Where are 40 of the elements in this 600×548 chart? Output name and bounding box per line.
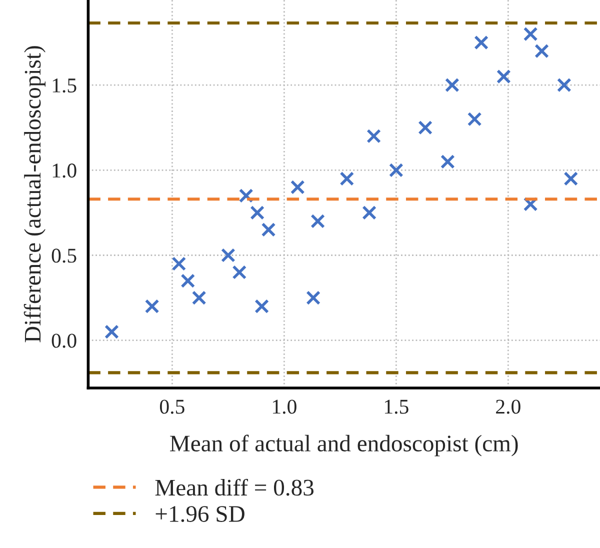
point: [238, 188, 254, 203]
y-tick-label: 0.5: [52, 248, 76, 263]
point: [388, 162, 404, 178]
point: [556, 78, 572, 92]
point: [180, 274, 196, 288]
point: [340, 171, 354, 186]
legend-label: +1.96 SD: [156, 506, 244, 522]
point: [104, 324, 119, 340]
x-axis-title: Mean of actual and endoscopist (cm): [170, 434, 518, 456]
point: [564, 171, 578, 186]
x-tick-label: 1.0: [272, 400, 296, 414]
point: [523, 26, 538, 42]
point: [144, 299, 160, 314]
point: [362, 206, 376, 220]
point: [418, 120, 432, 135]
point: [254, 299, 269, 314]
point: [232, 265, 247, 280]
legend-label: Mean diff = 0.83: [155, 478, 314, 496]
y-tick-label: 1.0: [52, 164, 76, 178]
point: [290, 180, 305, 194]
point: [440, 154, 455, 169]
point: [261, 222, 276, 237]
point: [172, 256, 186, 271]
point: [534, 44, 549, 58]
point: [366, 128, 381, 144]
y-tick-label: 0.0: [52, 334, 76, 348]
point: [474, 35, 488, 50]
point: [467, 112, 482, 126]
y-axis-title: Difference (actual-endoscopist): [24, 46, 46, 342]
x-tick-label: 0.5: [160, 400, 184, 414]
x-tick-label: 2.0: [496, 400, 520, 414]
point: [220, 248, 236, 262]
point: [310, 214, 325, 228]
point: [192, 290, 206, 305]
y-tick-label: 1.5: [52, 78, 76, 93]
point: [496, 69, 511, 84]
x-tick-label: 1.5: [384, 400, 408, 414]
point: [444, 78, 460, 92]
point: [250, 206, 265, 220]
point: [306, 290, 321, 305]
